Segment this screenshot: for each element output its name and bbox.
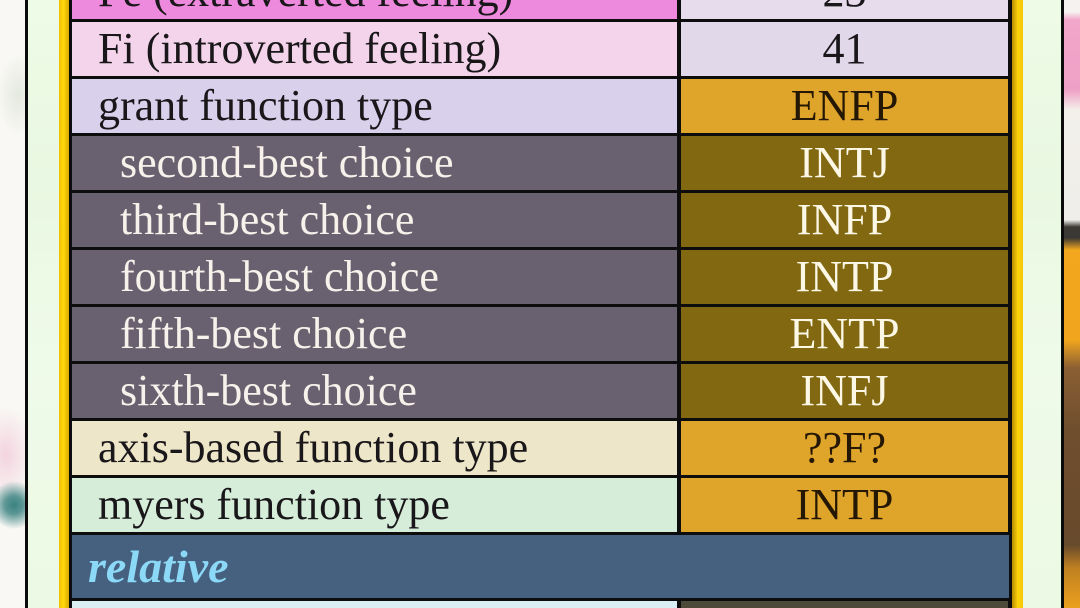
partial-row-label-cell [72, 601, 681, 608]
table-row: sixth-best choice INFJ [72, 364, 1009, 421]
row-label: sixth-best choice [72, 364, 681, 418]
row-value: INTP [681, 478, 1008, 532]
row-value: 41 [681, 22, 1008, 76]
table-row: second-best choice INTJ [72, 136, 1009, 193]
row-value: INTP [681, 250, 1008, 304]
right-green-strip [1023, 0, 1061, 608]
row-label: Fe (extraverted feeling) [72, 0, 681, 19]
table-row: fifth-best choice ENTP [72, 307, 1009, 364]
row-label: fourth-best choice [72, 250, 681, 304]
results-table: Fe (extraverted feeling) 23 Fi (introver… [69, 0, 1012, 608]
right-yellow-strip [1012, 0, 1023, 608]
function-type-rows: Fe (extraverted feeling) 23 Fi (introver… [72, 0, 1009, 535]
table-row-partial [72, 601, 1009, 608]
row-label: grant function type [72, 79, 681, 133]
table-row: Fi (introverted feeling) 41 [72, 22, 1009, 79]
table-row: Fe (extraverted feeling) 23 [72, 0, 1009, 22]
row-value: ??F? [681, 421, 1008, 475]
table-row: grant function type ENFP [72, 79, 1009, 136]
left-frame-line [25, 0, 28, 608]
partial-row-value-cell [681, 601, 1008, 608]
section-header-label: relative [88, 541, 229, 592]
row-value: INFP [681, 193, 1008, 247]
row-value: INFJ [681, 364, 1008, 418]
background-illustration [1064, 0, 1080, 608]
row-label: axis-based function type [72, 421, 681, 475]
row-label: third-best choice [72, 193, 681, 247]
table-row: myers function type INTP [72, 478, 1009, 535]
page-background-left [0, 0, 25, 608]
results-table-body: Fe (extraverted feeling) 23 Fi (introver… [72, 0, 1009, 608]
row-label: second-best choice [72, 136, 681, 190]
row-label: Fi (introverted feeling) [72, 22, 681, 76]
table-row: third-best choice INFP [72, 193, 1009, 250]
table-row: axis-based function type ??F? [72, 421, 1009, 478]
row-label: fifth-best choice [72, 307, 681, 361]
row-value: ENTP [681, 307, 1008, 361]
right-frame-line [1061, 0, 1064, 608]
left-green-strip [28, 0, 59, 608]
row-label: myers function type [72, 478, 681, 532]
section-header-relative: relative [72, 535, 1009, 601]
row-value: 23 [681, 0, 1008, 19]
row-value: INTJ [681, 136, 1008, 190]
table-row: fourth-best choice INTP [72, 250, 1009, 307]
left-yellow-strip [59, 0, 69, 608]
row-value: ENFP [681, 79, 1008, 133]
